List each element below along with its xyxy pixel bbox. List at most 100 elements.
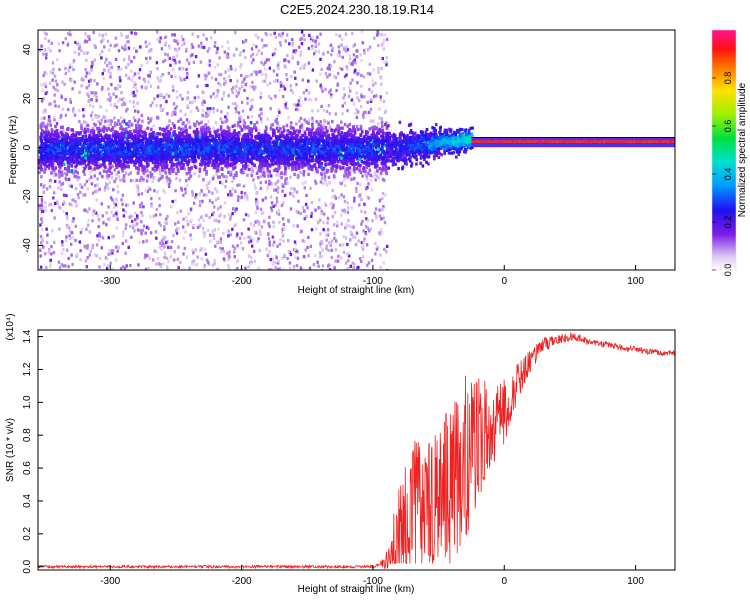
spectrogram-cell	[105, 176, 108, 180]
spectrogram-cell	[44, 151, 47, 155]
spectrogram-cell	[195, 263, 199, 267]
spectrogram-cell	[96, 162, 100, 166]
spectrogram-cell	[281, 268, 285, 270]
spectrogram-cell	[221, 182, 224, 186]
spectrogram-cell	[78, 119, 81, 124]
spectrogram-cell	[369, 99, 373, 103]
spectrogram-cell	[363, 51, 366, 55]
spectrogram-cell	[266, 253, 269, 258]
spectrogram-cell	[323, 174, 327, 179]
spectrogram-cell	[109, 98, 112, 102]
spectrogram-cell	[61, 107, 65, 111]
spectrogram-cell	[216, 46, 219, 50]
spectrogram-cell	[246, 96, 249, 101]
spectrogram-cell	[40, 83, 43, 87]
spectrogram-cell	[287, 129, 290, 133]
spectrogram-cell	[216, 240, 219, 244]
spectrogram-cell	[145, 85, 148, 89]
spectrogram-cell	[192, 224, 195, 228]
spectrogram-cell	[53, 93, 56, 97]
spectrogram-cell	[192, 136, 195, 140]
spectrogram-cell	[385, 121, 388, 125]
spectrogram-cell	[97, 130, 100, 134]
spectrogram-cell	[188, 154, 191, 158]
spectrogram-cell	[271, 235, 275, 239]
spectrogram-cell	[241, 247, 245, 251]
spectrogram-cell	[194, 195, 197, 199]
spectrogram-cell	[72, 171, 75, 175]
spectrogram-cell	[294, 76, 297, 80]
spectrogram-cell	[185, 67, 188, 71]
spectrogram-cell	[305, 193, 308, 198]
spectrogram-cell	[289, 267, 292, 270]
spectrogram-cell	[345, 45, 348, 49]
spectrogram-cell	[121, 234, 125, 238]
spectrogram-cell	[301, 267, 304, 270]
spectrogram-cell	[264, 129, 267, 134]
spectrogram-cell	[377, 176, 380, 180]
spectrogram-cell	[264, 125, 268, 129]
spectrogram-cell	[130, 214, 133, 218]
spectrogram-cell	[96, 189, 99, 193]
spectrogram-cell	[59, 183, 63, 187]
spectrogram-cell	[91, 191, 95, 195]
spectrogram-cell	[167, 124, 170, 128]
spectrogram-cell	[285, 58, 288, 63]
spectrogram-cell	[67, 164, 70, 169]
spectrogram-cell	[253, 259, 257, 264]
spectrogram-cell	[159, 171, 162, 176]
spectrogram-cell	[190, 262, 194, 266]
spectrogram-cell	[246, 173, 249, 177]
spectrogram-cell	[384, 109, 388, 113]
spectrogram-cell	[91, 127, 95, 131]
spectrogram-cell	[263, 79, 266, 83]
spectrogram-cell	[152, 214, 155, 218]
spectrogram-cell	[356, 81, 359, 85]
spectrogram-cell	[179, 260, 182, 264]
spectrogram-cell	[85, 227, 88, 231]
spectrogram-cell	[88, 253, 91, 257]
spectrogram-cell	[136, 214, 139, 218]
spectrogram-cell	[125, 203, 128, 207]
spectrogram-cell	[380, 66, 383, 71]
spectrogram-cell	[170, 240, 174, 244]
spectrogram-cell	[38, 170, 41, 175]
spectrogram-cell	[329, 64, 333, 68]
spectrogram-cell	[180, 127, 183, 131]
spectrogram-cell	[233, 250, 236, 254]
spectrogram-cell	[134, 223, 137, 227]
spectrogram-cell	[51, 71, 55, 75]
spectrogram-cell	[258, 70, 261, 74]
spectrogram-cell	[44, 156, 47, 160]
spectrogram-cell	[301, 139, 304, 143]
spectrogram-cell	[271, 259, 275, 263]
spectrogram-cell	[364, 136, 367, 141]
spectrogram-cell	[127, 172, 131, 177]
spectrogram-cell	[347, 224, 351, 228]
spectrogram-cell	[347, 206, 350, 210]
spectrogram-cell	[361, 41, 364, 45]
spectrogram-cell	[198, 174, 201, 178]
spectrogram-cell	[181, 43, 184, 47]
spectrogram-cell	[303, 38, 306, 42]
spectrogram-cell	[107, 119, 111, 123]
spectrogram-cell	[164, 52, 167, 56]
spectrogram-cell	[127, 165, 130, 169]
spectrogram-cell	[162, 188, 165, 192]
spectrogram-cell	[84, 259, 88, 263]
spectrogram-cell	[163, 190, 166, 194]
spectrogram-cell	[231, 91, 234, 95]
spectrogram-cell	[229, 190, 232, 194]
spectrogram-cell	[47, 39, 50, 43]
spectrogram-cell	[319, 72, 322, 76]
spectrogram-cell	[140, 230, 143, 235]
spectrogram-cell	[343, 101, 346, 105]
spectrogram-cell	[240, 241, 243, 245]
spectrogram-cell	[377, 122, 380, 126]
spectrogram-cell	[111, 131, 115, 135]
spectrogram-cell	[278, 242, 282, 246]
spectrogram-cell	[349, 169, 353, 173]
spectrogram-cell	[359, 124, 363, 128]
spectrogram-cell	[101, 214, 104, 218]
spectrogram-cell	[51, 170, 55, 174]
